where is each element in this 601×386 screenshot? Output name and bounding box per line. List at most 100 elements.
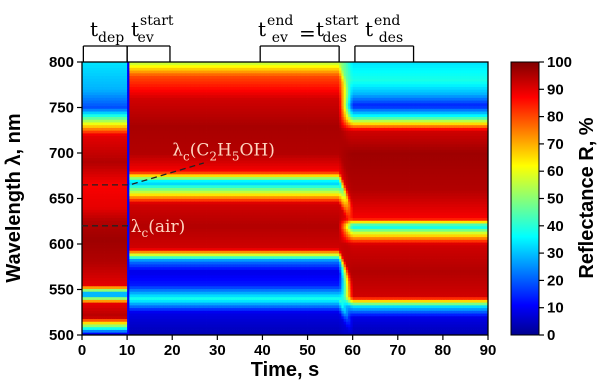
heatmap-cell: [115, 163, 119, 167]
heatmap-cell: [120, 302, 123, 306]
heatmap-cell: [124, 329, 128, 333]
heatmap-cell: [106, 236, 110, 240]
heatmap-cell: [127, 269, 130, 273]
heatmap-cell: [115, 261, 119, 265]
heatmap-cell: [95, 100, 99, 104]
heatmap-cell: [104, 269, 108, 273]
heatmap-cell: [97, 223, 101, 227]
heatmap-cell: [93, 329, 96, 333]
heatmap-cell: [91, 92, 94, 96]
heatmap-cell: [86, 195, 90, 199]
heatmap-cell: [109, 228, 112, 232]
heatmap-cell: [95, 75, 99, 79]
heatmap-cell: [109, 116, 112, 120]
heatmap-cell: [109, 78, 112, 82]
heatmap-cell: [113, 72, 117, 77]
heatmap-cell: [124, 201, 128, 205]
heatmap-cell: [106, 132, 110, 137]
heatmap-cell: [93, 160, 96, 164]
heatmap-cell: [122, 247, 126, 251]
heatmap-cell: [109, 272, 112, 276]
heatmap-cell: [100, 146, 103, 150]
heatmap-cell: [127, 236, 130, 240]
heatmap-cell: [84, 173, 87, 178]
heatmap-cell: [127, 244, 130, 249]
heatmap-cell: [104, 253, 108, 257]
heatmap-cell: [127, 223, 130, 227]
heatmap-cell: [127, 217, 130, 221]
heatmap-cell: [106, 326, 110, 330]
heatmap-cell: [124, 272, 128, 276]
heatmap-cell: [129, 173, 133, 178]
heatmap-cell: [95, 105, 99, 109]
heatmap-cell: [91, 225, 94, 229]
heatmap-cell: [111, 299, 114, 303]
heatmap-cell: [129, 209, 133, 213]
heatmap-cell: [91, 228, 94, 232]
heatmap-cell: [104, 217, 108, 221]
heatmap-cell: [95, 152, 99, 156]
heatmap-cell: [122, 116, 126, 120]
heatmap-cell: [109, 212, 112, 216]
heatmap-cell: [109, 294, 112, 298]
heatmap-cell: [100, 212, 103, 216]
heatmap-cell: [118, 294, 121, 298]
heatmap-cell: [100, 299, 103, 303]
heatmap-cell: [115, 86, 119, 90]
heatmap-cell: [102, 231, 105, 235]
heatmap-cell: [104, 302, 108, 306]
heatmap-cell: [124, 220, 128, 224]
heatmap-cell: [111, 132, 114, 137]
heatmap-cell: [91, 135, 94, 139]
heatmap-cell: [97, 179, 101, 183]
heatmap-cell: [95, 253, 99, 257]
heatmap-cell: [113, 209, 117, 213]
heatmap-cell: [102, 329, 105, 333]
heatmap-cell: [124, 130, 128, 134]
heatmap-cell: [124, 72, 128, 77]
heatmap-cell: [115, 138, 119, 142]
heatmap-cell: [88, 236, 92, 240]
heatmap-cell: [86, 160, 90, 164]
heatmap-cell: [93, 81, 96, 85]
heatmap-cell: [124, 108, 128, 112]
heatmap-cell: [102, 138, 105, 142]
heatmap-cell: [109, 247, 112, 251]
heatmap-cell: [111, 135, 114, 139]
heatmap-cell: [109, 220, 112, 224]
heatmap-cell: [131, 318, 135, 322]
heatmap-cell: [118, 182, 121, 186]
heatmap-cell: [106, 302, 110, 306]
heatmap-cell: [111, 201, 114, 205]
heatmap-cell: [91, 113, 94, 117]
heatmap-cell: [97, 157, 101, 161]
heatmap-cell: [95, 97, 99, 101]
heatmap-cell: [102, 146, 105, 150]
heatmap-cell: [109, 285, 112, 289]
heatmap-cell: [102, 315, 105, 320]
heatmap-cell: [109, 250, 112, 254]
heatmap-cell: [104, 163, 108, 167]
heatmap-cell: [84, 261, 87, 265]
heatmap-cell: [127, 100, 130, 104]
heatmap-cell: [111, 250, 114, 254]
heatmap-cell: [129, 280, 133, 284]
heatmap-cell: [115, 132, 119, 137]
heatmap-cell: [111, 220, 114, 224]
heatmap-cell: [84, 130, 87, 134]
heatmap-cell: [113, 64, 117, 68]
heatmap-cell: [106, 75, 110, 79]
heatmap-cell: [120, 127, 123, 131]
heatmap-cell: [115, 228, 119, 232]
heatmap-cell: [111, 302, 114, 306]
heatmap-cell: [97, 283, 101, 287]
heatmap-cell: [93, 201, 96, 205]
heatmap-cell: [131, 274, 135, 279]
heatmap-cell: [84, 135, 87, 139]
heatmap-cell: [93, 171, 96, 175]
heatmap-cell: [122, 291, 126, 295]
heatmap-cell: [118, 313, 121, 317]
heatmap-cell: [97, 239, 101, 243]
heatmap-cell: [127, 160, 130, 164]
heatmap-cell: [113, 195, 117, 199]
